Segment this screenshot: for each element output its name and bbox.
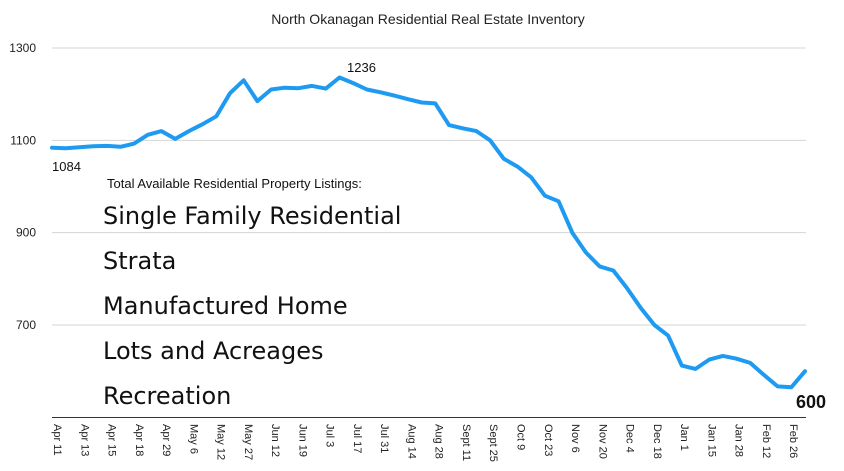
x-tick-label: Oct 23 <box>542 424 554 456</box>
legend-item-recreation: Recreation <box>103 382 232 410</box>
y-axis-ticks: 1300 1100 900 700 <box>9 41 36 332</box>
x-tick-label: Apr 15 <box>106 424 118 456</box>
x-tick-label: May 6 <box>187 424 199 454</box>
x-tick-label: Sept 25 <box>487 424 499 462</box>
inventory-series-line <box>50 75 807 390</box>
y-tick-label: 1300 <box>9 41 36 55</box>
y-tick-label: 900 <box>16 226 36 240</box>
x-tick-label: Aug 28 <box>433 424 445 459</box>
x-tick-label: Feb 26 <box>787 424 799 458</box>
x-tick-label: Dec 4 <box>624 424 636 453</box>
x-tick-label: Jun 19 <box>296 424 308 457</box>
start-value-label: 1084 <box>52 159 81 174</box>
x-tick-label: Jul 31 <box>378 424 390 453</box>
legend-item-manufactured-home: Manufactured Home <box>103 292 348 320</box>
chart-title: North Okanagan Residential Real Estate I… <box>271 11 585 27</box>
x-tick-label: May 12 <box>215 424 227 460</box>
y-tick-label: 1100 <box>10 133 36 147</box>
x-tick-label: Jan 28 <box>733 424 745 457</box>
x-tick-label: Jun 12 <box>269 424 281 457</box>
legend-item-single-family: Single Family Residential <box>103 202 402 230</box>
x-tick-label: Nov 6 <box>569 424 581 453</box>
gridlines <box>52 47 806 326</box>
x-tick-label: Apr 29 <box>160 424 172 456</box>
x-tick-label: Feb 12 <box>760 424 772 458</box>
end-value-label: 600 <box>796 392 826 412</box>
x-tick-label: Aug 14 <box>405 424 417 459</box>
legend-item-lots-and-acreages: Lots and Acreages <box>103 337 324 365</box>
peak-value-label: 1236 <box>347 60 376 75</box>
x-tick-label: Apr 18 <box>133 424 145 456</box>
x-tick-label: Jan 1 <box>678 424 690 451</box>
x-axis-ticks: Apr 11 Apr 13 Apr 15 Apr 18 Apr 29 May 6 May 1… <box>51 424 799 462</box>
x-tick-label: Dec 18 <box>651 424 663 459</box>
x-tick-label: Jul 17 <box>351 424 363 453</box>
x-tick-label: Nov 20 <box>596 424 608 459</box>
legend-title: Total Available Residential Property Lis… <box>107 176 362 191</box>
x-tick-label: Sept 11 <box>460 424 472 461</box>
x-tick-label: Apr 11 <box>51 424 63 456</box>
x-tick-label: Apr 13 <box>78 424 90 456</box>
x-tick-label: May 27 <box>242 424 254 460</box>
legend-item-strata: Strata <box>103 247 177 275</box>
x-tick-label: Jan 15 <box>705 424 717 457</box>
property-type-legend: Single Family Residential Strata Manufac… <box>103 197 401 422</box>
x-tick-label: Oct 9 <box>515 424 527 450</box>
x-tick-label: Jul 3 <box>324 424 336 447</box>
y-tick-label: 700 <box>16 318 36 332</box>
